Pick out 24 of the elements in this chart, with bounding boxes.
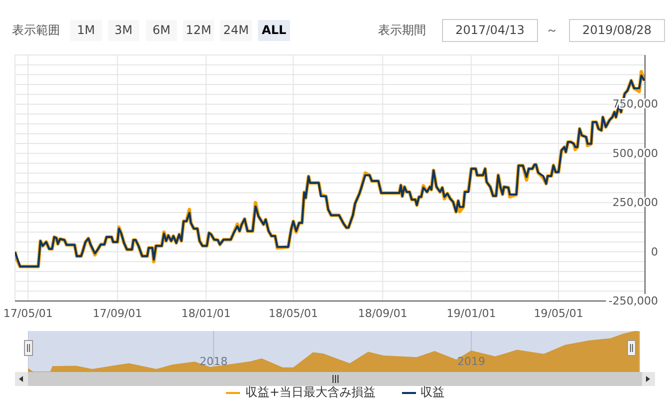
y-tick-label: 0 [651, 245, 658, 258]
x-tick-label: 18/01/01 [181, 306, 231, 320]
text: ALL [258, 20, 290, 41]
text: 6M [146, 20, 177, 41]
text: 表示範囲 [12, 22, 60, 39]
x-tick-label: 17/09/01 [92, 306, 142, 320]
legend-label: 収益+当日最大含み損益 [245, 384, 376, 401]
x-tick-label: 17/05/01 [3, 306, 53, 320]
x-tick-label: 2019 [457, 355, 486, 368]
text: 3M [108, 20, 139, 41]
text: 2019/08/28 [569, 19, 665, 42]
x-tick-label: 19/05/01 [534, 306, 584, 320]
text: ～ [546, 22, 558, 39]
x-tick-label: 18/09/01 [358, 306, 408, 320]
x-tick-label: 18/05/01 [268, 306, 318, 320]
text: 表示期間 [378, 22, 426, 39]
legend-label: 収益 [420, 384, 445, 401]
text: 2017/04/13 [442, 19, 538, 42]
y-tick-label: -250,000 [608, 294, 658, 308]
x-tick-label: 19/01/01 [446, 306, 496, 320]
text: 12M [183, 20, 214, 41]
text: 1M [70, 20, 102, 41]
x-tick-label: 2018 [200, 355, 228, 368]
text: 24M [220, 20, 252, 41]
